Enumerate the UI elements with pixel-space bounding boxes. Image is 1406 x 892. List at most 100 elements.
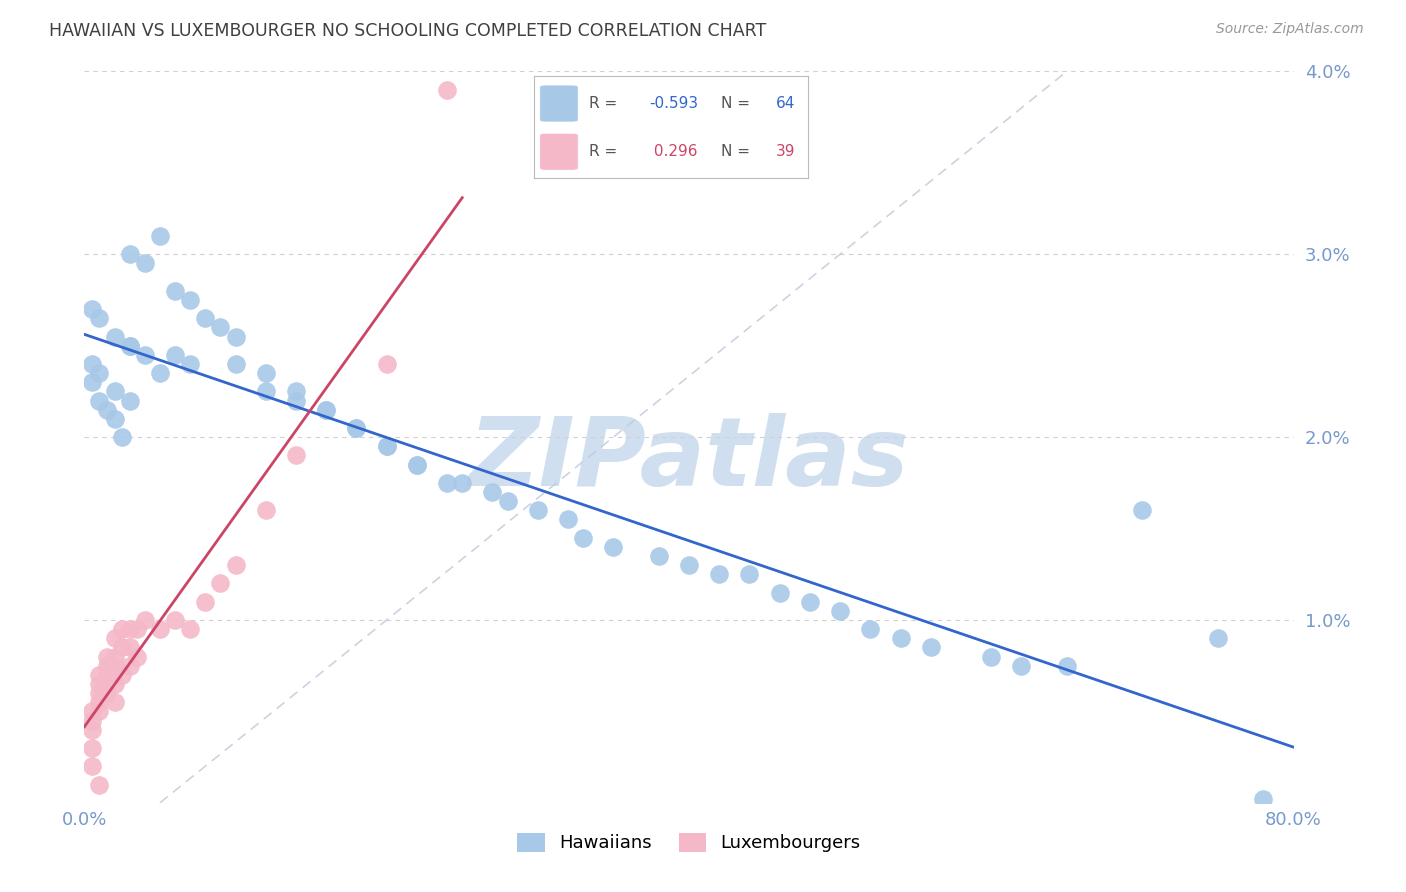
Point: [1056, 658, 1078, 673]
Point: [80, 723, 103, 737]
Point: [89, 667, 111, 681]
Point: [346, 421, 368, 435]
Point: [80, 376, 103, 390]
Point: [769, 585, 792, 599]
Point: [127, 622, 149, 636]
Point: [254, 384, 277, 399]
Text: N =: N =: [721, 145, 749, 160]
Point: [134, 348, 156, 362]
Point: [375, 439, 398, 453]
Legend: Hawaiians, Luxembourgers: Hawaiians, Luxembourgers: [510, 826, 868, 860]
Point: [104, 632, 127, 646]
Point: [285, 449, 308, 463]
Point: [209, 576, 232, 591]
Text: N =: N =: [721, 96, 749, 111]
Text: ZIPatlas: ZIPatlas: [468, 412, 910, 506]
Text: HAWAIIAN VS LUXEMBOURGER NO SCHOOLING COMPLETED CORRELATION CHART: HAWAIIAN VS LUXEMBOURGER NO SCHOOLING CO…: [49, 22, 766, 40]
Point: [179, 293, 201, 307]
Point: [179, 357, 201, 371]
Point: [149, 622, 172, 636]
Point: [709, 567, 731, 582]
Point: [436, 475, 458, 490]
Point: [496, 494, 519, 508]
Point: [80, 705, 103, 719]
Point: [89, 705, 111, 719]
Point: [225, 329, 247, 343]
Point: [127, 649, 149, 664]
Point: [980, 649, 1002, 664]
Point: [179, 622, 201, 636]
Point: [285, 393, 308, 408]
Point: [436, 83, 458, 97]
Point: [315, 402, 337, 417]
Point: [104, 329, 127, 343]
Point: [346, 421, 368, 435]
Point: [96, 686, 118, 700]
Point: [111, 667, 134, 681]
Point: [527, 503, 550, 517]
Point: [1206, 632, 1229, 646]
Point: [118, 640, 141, 655]
Point: [118, 247, 141, 261]
Point: [648, 549, 671, 563]
Point: [451, 475, 474, 490]
Point: [89, 778, 111, 792]
Point: [799, 595, 821, 609]
Text: -0.593: -0.593: [650, 96, 699, 111]
Point: [104, 695, 127, 709]
Point: [375, 357, 398, 371]
Point: [678, 558, 700, 573]
Point: [80, 740, 103, 755]
Point: [96, 667, 118, 681]
Point: [920, 640, 942, 655]
Point: [80, 714, 103, 728]
FancyBboxPatch shape: [540, 85, 578, 122]
Point: [602, 540, 624, 554]
Text: 0.296: 0.296: [650, 145, 697, 160]
Point: [149, 229, 172, 244]
Point: [285, 384, 308, 399]
Text: R =: R =: [589, 145, 617, 160]
Point: [89, 686, 111, 700]
Point: [118, 338, 141, 352]
Point: [572, 531, 595, 545]
Point: [89, 677, 111, 691]
Point: [890, 632, 912, 646]
Point: [80, 302, 103, 317]
Point: [557, 512, 579, 526]
Point: [738, 567, 761, 582]
Point: [830, 604, 852, 618]
Point: [254, 366, 277, 380]
Point: [134, 613, 156, 627]
Point: [104, 677, 127, 691]
Point: [1011, 658, 1033, 673]
Point: [225, 558, 247, 573]
Point: [104, 384, 127, 399]
Point: [315, 402, 337, 417]
Point: [80, 759, 103, 773]
Point: [149, 366, 172, 380]
Point: [375, 439, 398, 453]
Point: [118, 622, 141, 636]
Point: [96, 649, 118, 664]
Point: [89, 366, 111, 380]
Point: [134, 256, 156, 270]
Point: [118, 393, 141, 408]
Text: 39: 39: [776, 145, 794, 160]
Point: [406, 458, 429, 472]
Point: [89, 695, 111, 709]
Text: 64: 64: [776, 96, 794, 111]
Point: [80, 357, 103, 371]
Point: [254, 503, 277, 517]
Point: [481, 485, 503, 500]
Point: [104, 658, 127, 673]
Point: [89, 393, 111, 408]
Point: [111, 622, 134, 636]
Point: [96, 402, 118, 417]
Point: [1253, 792, 1275, 806]
Point: [225, 357, 247, 371]
Point: [118, 658, 141, 673]
Point: [104, 649, 127, 664]
FancyBboxPatch shape: [540, 133, 578, 170]
Point: [111, 640, 134, 655]
